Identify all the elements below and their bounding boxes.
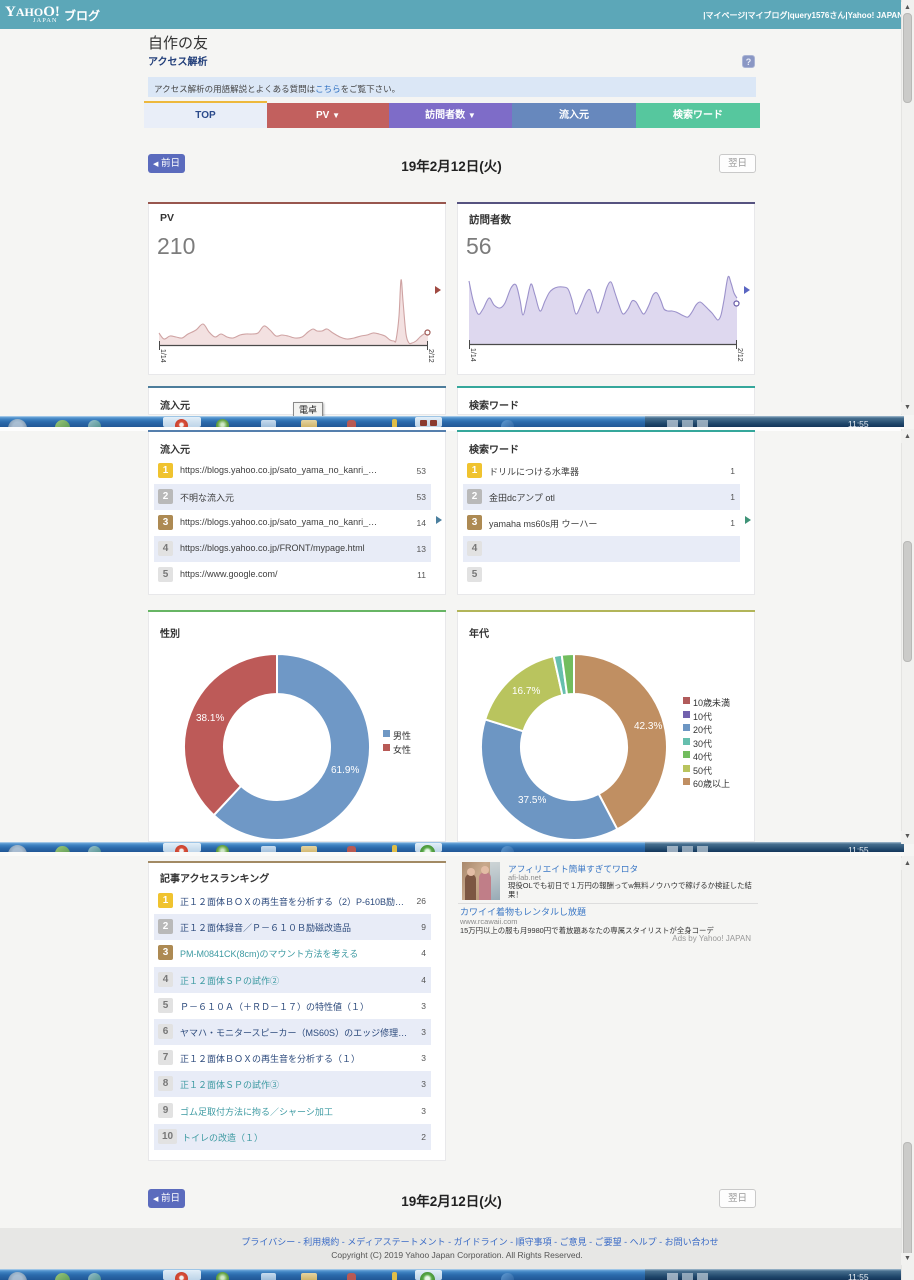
svg-text:1/14: 1/14 — [469, 348, 476, 362]
svg-text:1/14: 1/14 — [159, 349, 166, 363]
svg-text:2/12: 2/12 — [736, 348, 743, 362]
svg-text:2/12: 2/12 — [427, 349, 434, 363]
